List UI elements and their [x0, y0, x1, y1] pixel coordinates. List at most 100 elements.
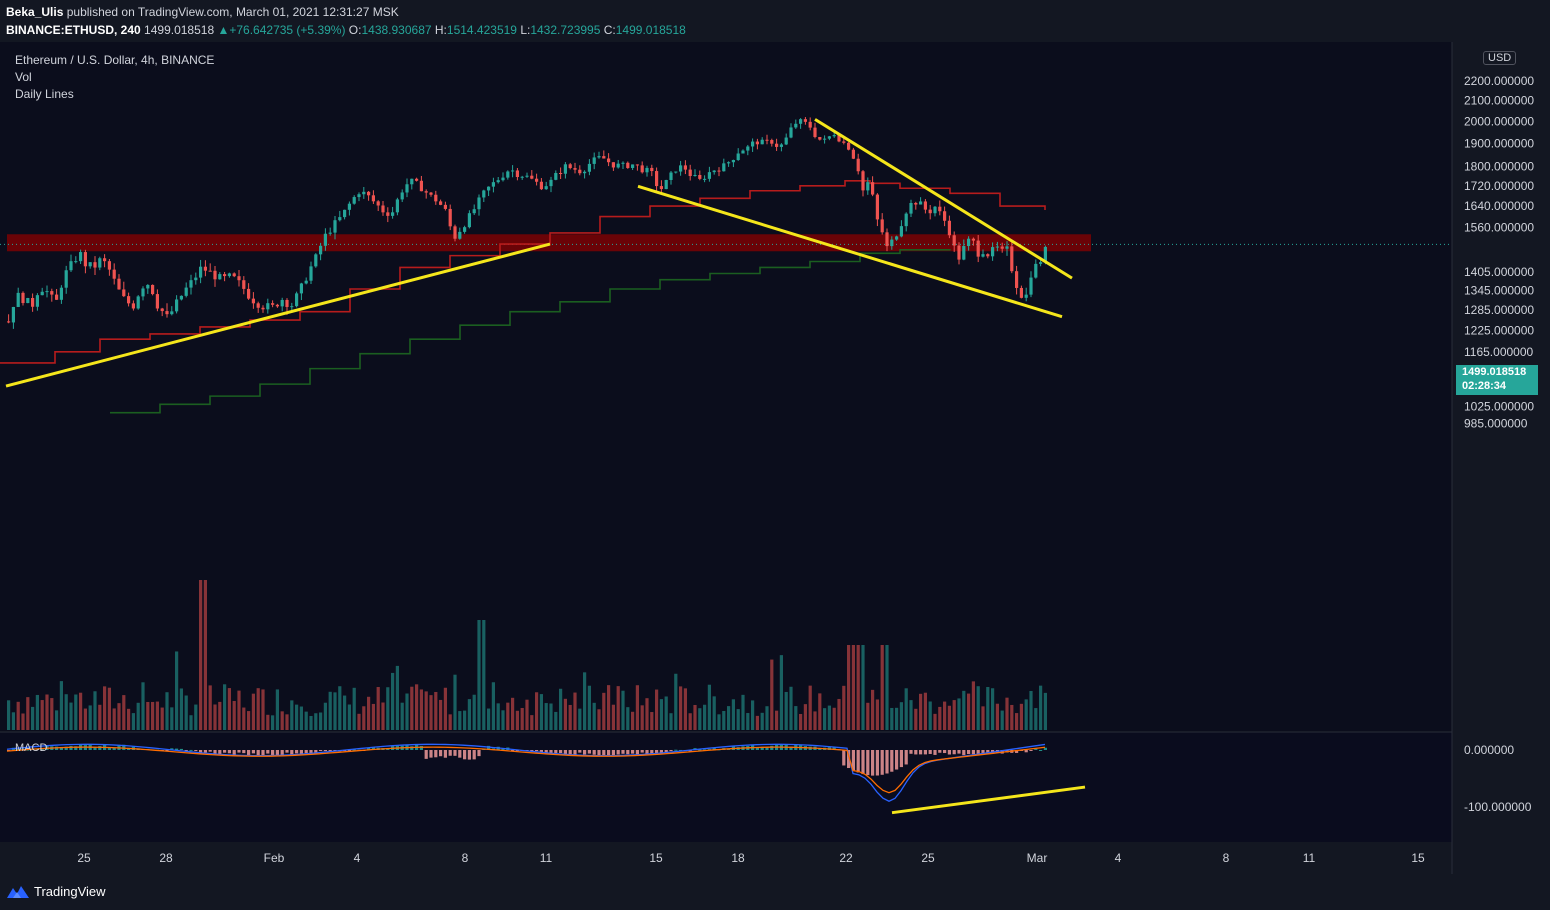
macd-histogram-bar [74, 746, 78, 750]
tradingview-brand[interactable]: TradingView [34, 884, 106, 899]
volume-bar [976, 686, 980, 730]
candle-body [808, 121, 812, 128]
candle-body [395, 199, 399, 213]
macd-histogram-bar [501, 749, 505, 751]
candle-body [986, 254, 990, 257]
macd-pane-bg [0, 732, 1452, 842]
macd-histogram-bar [45, 745, 49, 750]
macd-histogram-bar [573, 750, 577, 755]
volume-bar [338, 686, 342, 730]
trendline [5, 242, 551, 388]
macd-histogram-bar [842, 750, 846, 766]
volume-bar [909, 700, 913, 730]
volume-bar [400, 702, 404, 730]
macd-histogram-bar [1043, 747, 1047, 750]
macd-histogram-bar [40, 748, 44, 750]
volume-bar [223, 684, 227, 730]
volume-bar [803, 704, 807, 730]
candle-body [285, 299, 289, 307]
volume-bar [410, 686, 414, 730]
legend-daily-lines[interactable]: Daily Lines [15, 87, 74, 101]
macd-histogram-bar [16, 748, 20, 750]
candle-body [175, 299, 179, 312]
volume-bar [602, 692, 606, 730]
chart-area[interactable]: 2200.000000 2100.000000 2000.000000 1900.00… [0, 42, 1550, 874]
candle-body [583, 171, 587, 174]
candle-body [549, 179, 553, 187]
macd-histogram-bar [93, 746, 97, 750]
candle-body [141, 288, 145, 297]
macd-histogram-bar [755, 747, 759, 750]
price-tick-label: 2100.000000 [1464, 94, 1534, 108]
candle-body [568, 164, 572, 169]
time-tick-label: 22 [839, 851, 853, 865]
volume-bar [261, 689, 265, 730]
macd-histogram-bar [59, 746, 63, 750]
candle-body [635, 164, 639, 166]
macd-histogram-bar [477, 750, 481, 757]
volume-bar [98, 704, 102, 730]
macd-legend[interactable]: MACD [15, 742, 48, 754]
author-name[interactable]: Beka_Ulis [6, 5, 64, 19]
price-chart-svg[interactable]: 2200.000000 2100.000000 2000.000000 1900.00… [0, 42, 1550, 874]
candle-body [21, 292, 25, 304]
candle-body [875, 194, 879, 220]
volume-bar [837, 698, 841, 730]
currency-badge[interactable]: USD [1483, 51, 1517, 65]
volume-bar [832, 707, 836, 730]
candle-body [155, 294, 159, 309]
published-text: published on TradingView.com, March 01, … [66, 5, 399, 19]
candle-body [578, 169, 582, 174]
candle-body [146, 284, 150, 289]
macd-histogram-bar [472, 750, 476, 760]
macd-histogram-bar [866, 750, 870, 776]
publish-info: Beka_Ulis published on TradingView.com, … [6, 5, 399, 19]
volume-bar [583, 672, 587, 730]
volume-bar [189, 715, 193, 730]
macd-histogram-bar [981, 750, 985, 755]
macd-histogram-bar [194, 750, 198, 752]
macd-histogram-bar [280, 750, 284, 756]
candle-body [247, 288, 251, 299]
macd-histogram-bar [890, 750, 894, 772]
volume-bar [679, 686, 683, 730]
volume-bar [539, 694, 543, 730]
macd-histogram-bar [885, 750, 889, 774]
candle-body [419, 180, 423, 192]
macd-histogram-bar [443, 750, 447, 758]
candle-body [299, 283, 303, 294]
macd-histogram-bar [1039, 749, 1043, 751]
candle-body [928, 209, 932, 214]
tradingview-logo-icon[interactable] [6, 884, 30, 900]
volume-bar [103, 686, 107, 730]
candle-body [573, 168, 577, 170]
macd-histogram-bar [175, 748, 179, 750]
volume-bar [83, 708, 87, 730]
candle-body [328, 232, 332, 234]
legend-volume[interactable]: Vol [15, 70, 32, 84]
candle-body [467, 213, 471, 228]
volume-bar [765, 706, 769, 730]
candle-body [751, 141, 755, 147]
macd-histogram-bar [938, 750, 942, 753]
volume-bar [343, 695, 347, 730]
macd-histogram-bar [64, 746, 68, 750]
macd-histogram-bar [371, 747, 375, 750]
macd-histogram-bar [453, 750, 457, 756]
macd-line [6, 743, 1046, 802]
macd-histogram-bar [962, 750, 966, 756]
candle-body [218, 274, 222, 280]
legend-title[interactable]: Ethereum / U.S. Dollar, 4h, BINANCE [15, 53, 215, 67]
volume-bar [463, 710, 467, 730]
candle-body [640, 165, 644, 173]
macd-histogram-bar [592, 750, 596, 755]
volume-bar [271, 715, 275, 730]
candle-body [717, 170, 721, 172]
volume-bar [506, 702, 510, 730]
volume-bar [995, 703, 999, 730]
volume-bar [895, 707, 899, 730]
time-tick-label: Mar [1027, 851, 1048, 865]
macd-histogram-bar [223, 750, 227, 753]
candle-body [727, 162, 731, 164]
candle-body [856, 158, 860, 172]
